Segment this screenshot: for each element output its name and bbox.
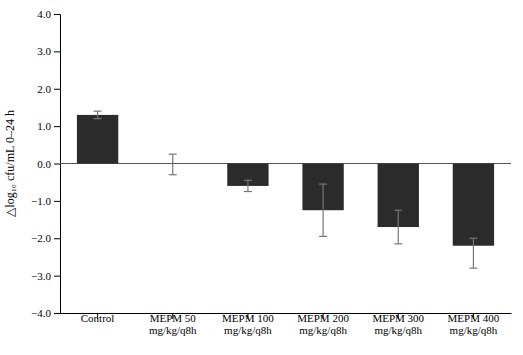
x-tick-label: MEPM 300mg/kg/q8h <box>372 312 424 336</box>
zero-line <box>60 163 511 164</box>
y-tick-label: −2.0 <box>31 232 51 244</box>
x-tick-label-line: mg/kg/q8h <box>374 324 422 336</box>
y-axis-line <box>54 15 61 314</box>
y-tick: 3.0 <box>37 45 60 57</box>
y-tick-mark <box>54 14 60 15</box>
error-bar-cap-high <box>169 154 177 155</box>
y-tick-label: 4.0 <box>37 8 51 20</box>
error-bar-cap-high <box>319 183 327 184</box>
error-bar-cap-high <box>244 180 252 181</box>
error-bar-cap-high <box>94 111 102 112</box>
error-bar-cap-low <box>319 236 327 237</box>
x-tick-label: MEPM 400mg/kg/q8h <box>448 312 500 336</box>
y-tick-label: 1.0 <box>37 120 51 132</box>
x-tick: MEPM 200mg/kg/q8h <box>297 312 349 336</box>
y-tick: −3.0 <box>31 270 60 282</box>
y-tick: 2.0 <box>37 83 60 95</box>
x-tick: MEPM 300mg/kg/q8h <box>372 312 424 336</box>
error-bar-cap-low <box>169 174 177 175</box>
error-bar-cap-high <box>469 238 477 239</box>
y-tick: 0.0 <box>37 158 60 170</box>
y-tick-mark <box>54 126 60 127</box>
bar <box>77 115 118 164</box>
y-tick-mark <box>54 89 60 90</box>
x-axis-line <box>61 313 512 314</box>
x-tick-label-line: Control <box>81 312 115 324</box>
chart-svg: −4.0 −3.0 −2.0 −1.0 0.0 1.0 2.0 3.0 4.0 Control ME… <box>0 0 523 355</box>
x-tick: MEPM 400mg/kg/q8h <box>448 312 500 336</box>
error-bar-cap-low <box>394 243 402 244</box>
x-tick-label-line: mg/kg/q8h <box>450 324 498 336</box>
y-tick-mark <box>54 201 60 202</box>
x-tick-label-line: MEPM 100 <box>222 312 274 324</box>
x-tick-label: MEPM 50mg/kg/q8h <box>149 312 197 336</box>
plot-area: −4.0 −3.0 −2.0 −1.0 0.0 1.0 2.0 3.0 4.0 Control ME… <box>31 8 511 336</box>
x-tick-label-line: mg/kg/q8h <box>224 324 272 336</box>
y-tick-label: 2.0 <box>37 83 51 95</box>
error-bar-stem <box>172 154 173 175</box>
error-bar-cap-low <box>244 191 252 192</box>
x-tick-label-line: MEPM 50 <box>150 312 197 324</box>
y-tick-label: −3.0 <box>31 270 51 282</box>
x-tick: MEPM 100mg/kg/q8h <box>222 312 274 336</box>
x-axis: ControlMEPM 50mg/kg/q8hMEPM 100mg/kg/q8h… <box>61 312 512 336</box>
error-bar-stem <box>398 210 399 244</box>
y-tick-mark <box>54 238 60 239</box>
y-tick: 1.0 <box>37 120 60 132</box>
y-tick: 4.0 <box>37 8 60 20</box>
y-tick-label: −4.0 <box>31 307 51 319</box>
y-tick-label: 0.0 <box>37 158 51 170</box>
x-tick-label-line: mg/kg/q8h <box>299 324 347 336</box>
bar <box>453 164 494 246</box>
y-tick-mark <box>54 276 60 277</box>
y-tick-label: −1.0 <box>31 195 51 207</box>
x-tick-label-line: MEPM 200 <box>297 312 349 324</box>
x-tick: Control <box>81 312 115 324</box>
error-bar-stem <box>247 180 248 191</box>
chart-container: −4.0 −3.0 −2.0 −1.0 0.0 1.0 2.0 3.0 4.0 Control ME… <box>0 0 523 355</box>
error-bar-stem <box>473 238 474 268</box>
error-bars <box>94 111 478 268</box>
x-tick: MEPM 50mg/kg/q8h <box>149 312 197 336</box>
error-bar-cap-high <box>394 210 402 211</box>
y-tick-mark <box>54 164 60 165</box>
y-tick-mark <box>54 51 60 52</box>
marks <box>60 111 511 268</box>
x-tick-label-line: MEPM 300 <box>372 312 424 324</box>
y-axis: −4.0 −3.0 −2.0 −1.0 0.0 1.0 2.0 3.0 4.0 <box>31 8 60 319</box>
y-tick: −4.0 <box>31 307 60 319</box>
y-tick: −1.0 <box>31 195 60 207</box>
y-tick-mark <box>54 313 60 314</box>
x-tick-label: MEPM 200mg/kg/q8h <box>297 312 349 336</box>
x-tick-label-line: mg/kg/q8h <box>149 324 197 336</box>
y-tick: −2.0 <box>31 232 60 244</box>
error-bar-stem <box>97 111 98 118</box>
y-tick-label: 3.0 <box>37 45 51 57</box>
x-tick-label: Control <box>81 312 115 324</box>
error-bar-stem <box>322 184 323 236</box>
x-tick-label-line: MEPM 400 <box>448 312 500 324</box>
x-tick-label: MEPM 100mg/kg/q8h <box>222 312 274 336</box>
y-axis-title: △log₁₀ cfu/mL 0–24 h <box>3 110 17 217</box>
error-bar-cap-low <box>94 118 102 119</box>
error-bar-cap-low <box>469 268 477 269</box>
